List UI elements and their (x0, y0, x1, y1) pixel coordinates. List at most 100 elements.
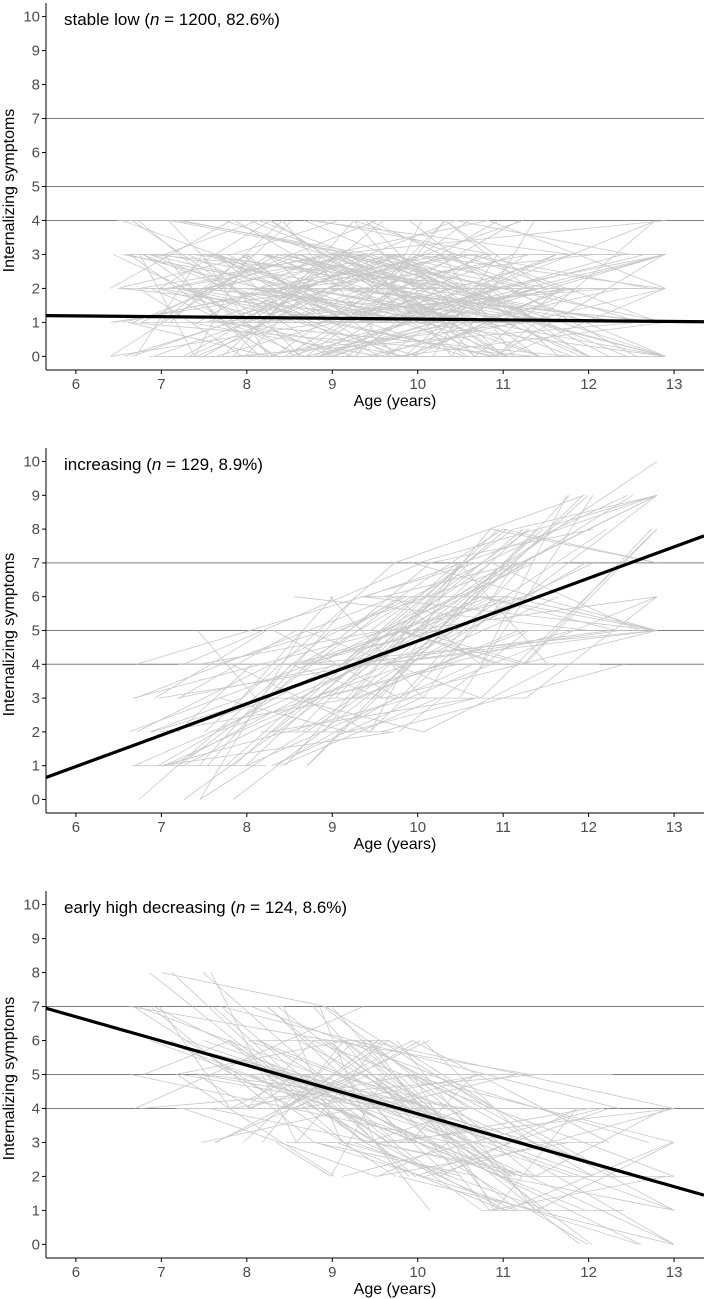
individual-trajectory-line (199, 1074, 397, 1109)
individual-trajectory-line (265, 254, 399, 357)
x-tick-label: 6 (72, 376, 80, 393)
individual-trajectory-line (208, 1074, 410, 1177)
x-axis-title: Age (years) (354, 836, 437, 853)
individual-trajectory-line (329, 322, 450, 357)
panel-title-n-symbol: n (236, 898, 245, 917)
y-tick-label: 3 (32, 1134, 40, 1151)
x-tick-label: 6 (72, 819, 80, 836)
x-tick-label: 12 (580, 376, 597, 393)
individual-trajectory-line (149, 254, 292, 289)
individual-trajectory-line (383, 288, 603, 323)
individual-trajectory-line (353, 254, 666, 357)
y-tick-label: 10 (23, 9, 40, 26)
y-tick-label: 4 (32, 212, 40, 229)
individual-trajectory-line (301, 528, 607, 733)
y-tick-label: 2 (32, 1168, 40, 1185)
individual-trajectory-line (193, 288, 586, 323)
x-tick-label: 11 (495, 819, 511, 836)
individual-trajectory-line (320, 596, 507, 631)
individual-trajectory-line (199, 630, 519, 800)
y-tick-label: 6 (32, 1033, 40, 1050)
individual-trajectory-line (425, 1108, 675, 1177)
y-tick-label: 7 (32, 555, 40, 572)
individual-trajectory-line (220, 1006, 609, 1177)
individual-trajectory-line (256, 254, 539, 357)
individual-trajectory-line (312, 220, 666, 289)
mean-trajectory-line (46, 534, 704, 780)
individual-trajectory-line (128, 322, 537, 357)
y-tick-label: 5 (32, 623, 40, 640)
x-tick-label: 10 (409, 1264, 426, 1281)
individual-trajectory-line (188, 254, 419, 357)
individual-trajectory-line (149, 972, 365, 1143)
y-tick-label: 9 (32, 43, 40, 60)
individual-trajectory-line (110, 322, 327, 357)
x-tick-label: 12 (580, 819, 597, 836)
individual-trajectory-line (395, 322, 666, 357)
individual-trajectory-line (360, 596, 658, 631)
individual-trajectory-line (176, 1074, 335, 1177)
panel-title-n-symbol: n (152, 455, 161, 474)
individual-trajectory-line (163, 596, 539, 767)
individual-trajectory-line (404, 1074, 675, 1143)
mean-trajectory-line (46, 1006, 704, 1197)
individual-trajectory-line (276, 254, 444, 289)
individual-trajectory-line (168, 220, 354, 255)
individual-trajectory-line (294, 596, 590, 631)
individual-trajectory-line (307, 220, 573, 255)
individual-trajectory-line (395, 596, 658, 699)
individual-trajectory-line (368, 1040, 499, 1211)
x-tick-label: 13 (666, 376, 683, 393)
panel-title-label: stable low ( (64, 10, 150, 29)
individual-trajectory-line (203, 288, 495, 323)
individual-trajectory-line (348, 528, 658, 631)
individual-trajectory-line (248, 1040, 517, 1143)
individual-trajectory-line (183, 1108, 569, 1177)
x-tick-label: 11 (495, 376, 511, 393)
individual-trajectory-line (296, 562, 466, 733)
y-tick-label: 10 (23, 897, 40, 914)
y-tick-label: 6 (32, 145, 40, 162)
individual-trajectory-line (289, 663, 558, 733)
individual-trajectory-line (372, 528, 537, 699)
individual-trajectory-line (135, 253, 269, 357)
individual-trajectory-line (305, 1074, 588, 1245)
y-tick-label: 0 (32, 348, 40, 365)
panel-title: increasing (n = 129, 8.9%) (64, 455, 263, 474)
individual-trajectory-line (337, 1142, 673, 1211)
panel-title-n-symbol: n (150, 10, 159, 29)
y-tick-label: 9 (32, 487, 40, 504)
individual-trajectory-line (175, 1040, 516, 1177)
individual-trajectory-line (113, 254, 464, 323)
y-tick-label: 2 (32, 724, 40, 741)
individual-trajectory-line (178, 288, 419, 357)
individual-trajectory-line (226, 1006, 342, 1143)
x-tick-label: 8 (243, 376, 251, 393)
individual-trajectory-line (378, 630, 658, 665)
y-axis-title: Internalizing symptoms (1, 553, 18, 717)
individual-trajectory-line (160, 731, 395, 767)
individual-trajectory-line (267, 1006, 450, 1177)
individual-trajectory-line (318, 288, 621, 357)
panel-title-label: early high decreasing ( (64, 898, 236, 917)
individual-trajectory-line (207, 596, 356, 766)
individual-trajectory-line (199, 630, 304, 800)
individual-trajectory-line (268, 697, 475, 733)
y-tick-label: 1 (32, 758, 40, 775)
individual-trajectory-line (362, 596, 658, 631)
y-tick-label: 4 (32, 1100, 40, 1117)
individual-trajectory-line (184, 596, 417, 665)
individual-trajectory-line (133, 1006, 396, 1177)
y-tick-label: 9 (32, 931, 40, 948)
individual-trajectory-line (135, 596, 395, 699)
individual-trajectory-line (355, 1040, 675, 1211)
individual-trajectory-line (271, 697, 422, 767)
x-tick-label: 13 (666, 1264, 683, 1281)
y-tick-label: 5 (32, 179, 40, 196)
individual-trajectory-line (157, 663, 335, 767)
individual-trajectories (129, 461, 658, 800)
individual-trajectory-line (341, 494, 628, 631)
individual-trajectory-line (169, 219, 396, 357)
